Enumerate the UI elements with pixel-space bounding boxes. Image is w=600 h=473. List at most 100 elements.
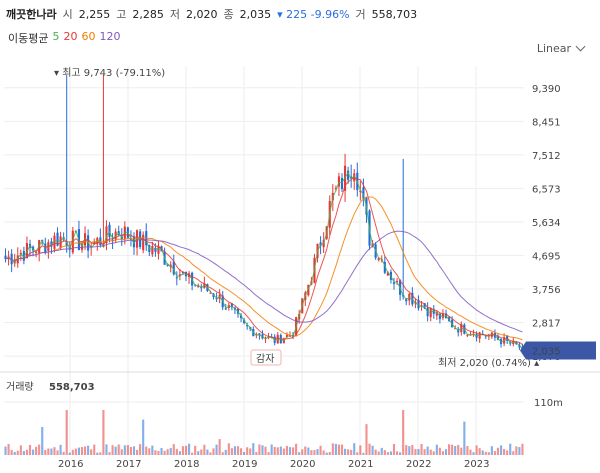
candle-body — [423, 303, 426, 309]
volume-bars — [4, 410, 524, 455]
volume-bar — [108, 452, 111, 455]
volume-bar — [22, 451, 25, 455]
volume-bar — [371, 445, 374, 455]
change-value: ▾ 225 -9.96% — [277, 7, 350, 21]
volume-bar — [178, 451, 181, 455]
candle-body — [178, 274, 181, 277]
candle-body — [157, 246, 160, 254]
volume-bar — [399, 452, 402, 455]
x-tick-2018: 2018 — [174, 459, 199, 470]
candle-body — [454, 328, 457, 330]
ma-60[interactable]: 60 — [81, 30, 96, 43]
volume-bar — [4, 446, 7, 455]
volume-bar — [518, 447, 521, 455]
volume-bar — [264, 446, 267, 455]
volume-bar — [132, 446, 136, 455]
candle-body — [362, 187, 365, 199]
volume-bar — [350, 449, 353, 455]
volume-bar — [331, 443, 334, 455]
stock-name: 깨끗한나라 — [6, 8, 57, 21]
volume-bar — [166, 449, 169, 455]
volume-bar — [181, 446, 185, 455]
volume-bar — [267, 452, 270, 455]
volume-bar — [90, 449, 93, 455]
volume-bar — [252, 443, 255, 455]
volume-bar — [301, 449, 304, 455]
volume-bar — [102, 410, 105, 455]
volume-bar — [362, 452, 365, 455]
candle-body — [438, 313, 441, 320]
volume-bar — [120, 449, 123, 455]
volume-bar — [270, 444, 273, 455]
high-marker: ▾ 최고 9,743 (-79.11%) — [54, 67, 165, 79]
annotation-label: 감자 — [256, 353, 274, 365]
candle-body — [172, 261, 175, 275]
volume-bar — [194, 445, 197, 455]
volume-bar — [417, 448, 420, 455]
volume-bar — [212, 448, 215, 455]
candle-body — [209, 292, 212, 294]
volume-bar — [261, 445, 264, 455]
volume-bar — [135, 449, 139, 455]
candle-body — [102, 246, 105, 248]
candle-body — [319, 242, 322, 246]
volume-bar — [478, 448, 481, 455]
volume-bar — [282, 448, 285, 455]
candle-body — [224, 308, 227, 310]
volume-bar — [7, 443, 10, 455]
volume-bar — [96, 452, 99, 455]
ma-120[interactable]: 120 — [99, 30, 121, 43]
volume-bar — [285, 445, 289, 455]
volume-bar — [310, 450, 313, 455]
low-label: 저 — [169, 8, 180, 21]
candle-body — [35, 251, 38, 253]
volume-bar — [50, 448, 53, 455]
volume-bar — [340, 444, 344, 455]
volume-bar — [487, 452, 490, 455]
volume-bar — [426, 446, 429, 455]
volume-bar — [25, 449, 29, 455]
volume-bar — [239, 448, 243, 455]
candle-body — [466, 334, 469, 336]
volume-bar — [154, 450, 157, 455]
volume-bar — [454, 445, 457, 455]
volume-value: 558,703 — [371, 7, 418, 21]
volume-bar — [402, 410, 405, 455]
ma-label: 이동평균 — [8, 32, 49, 45]
volume-bar — [31, 449, 35, 455]
volume-bar — [435, 444, 438, 455]
volume-bar — [374, 449, 377, 455]
volume-bar — [509, 443, 512, 455]
volume-bar — [59, 444, 62, 455]
x-tick-2017: 2017 — [116, 459, 141, 470]
candle-body — [10, 253, 13, 265]
volume-bar — [490, 446, 493, 455]
volume-bar — [10, 450, 13, 455]
candle-body — [395, 280, 399, 282]
volume-bar — [429, 449, 432, 455]
volume-bar — [389, 451, 393, 455]
ma-line-120 — [5, 230, 523, 333]
volume-bar — [377, 451, 380, 455]
high-label: 고 — [116, 8, 127, 21]
volume-bar — [515, 446, 518, 455]
x-tick-2020: 2020 — [290, 459, 315, 470]
volume-bar — [466, 446, 469, 455]
volume-bar — [83, 446, 87, 455]
moving-average-legend[interactable]: 이동평균 5 20 60 120 — [8, 30, 120, 46]
ma-20[interactable]: 20 — [63, 30, 78, 43]
volume-bar — [328, 451, 331, 455]
scale-selector[interactable]: Linear — [537, 41, 586, 55]
price-tick-0: 9,390 — [532, 84, 561, 95]
volume-bar — [126, 445, 129, 455]
candle-body — [246, 325, 249, 327]
volume-bar — [47, 448, 50, 455]
ma-5[interactable]: 5 — [52, 30, 60, 43]
volume-bar — [200, 449, 203, 455]
candle-body — [383, 261, 386, 273]
price-tick-2: 7,512 — [532, 151, 561, 162]
volume-bar — [38, 444, 41, 455]
volume-bar — [503, 448, 506, 455]
candle-body — [175, 277, 178, 279]
